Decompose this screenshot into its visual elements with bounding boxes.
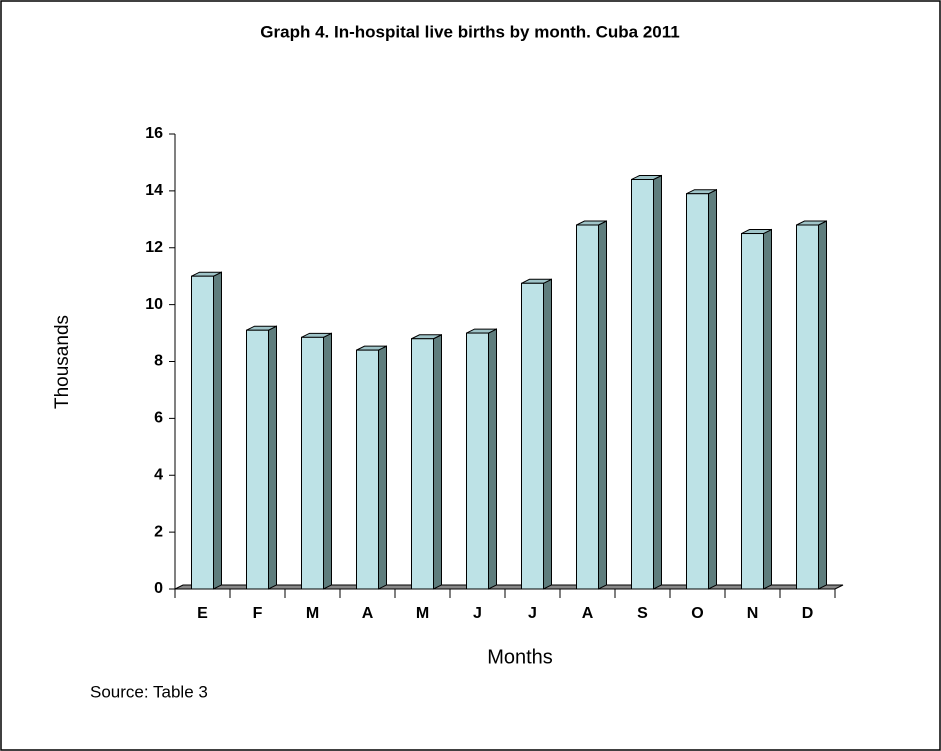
bar-side — [323, 332, 332, 590]
x-tick-label: M — [306, 605, 319, 622]
bar-side — [378, 345, 387, 590]
bar-side — [818, 220, 827, 590]
y-tick-label: 2 — [154, 523, 163, 540]
y-tick-label: 0 — [154, 580, 163, 597]
x-tick-label: A — [582, 605, 594, 622]
bar — [576, 224, 599, 590]
bar-side — [598, 220, 607, 590]
x-tick-label: F — [253, 605, 263, 622]
bar-side — [543, 278, 552, 590]
x-tick-label: M — [416, 605, 429, 622]
x-tick-label: E — [197, 605, 208, 622]
bar-side — [653, 174, 662, 590]
bar-side — [213, 271, 222, 590]
bar — [191, 275, 214, 590]
bar-side — [708, 188, 717, 590]
x-tick-label: N — [747, 605, 759, 622]
x-axis-label: Months — [487, 646, 553, 668]
source-note: Source: Table 3 — [90, 682, 208, 701]
bar — [796, 224, 819, 590]
y-tick-label: 16 — [145, 125, 163, 142]
y-tick-label: 14 — [145, 182, 163, 199]
bar-side — [433, 333, 442, 590]
chart-title: Graph 4. In-hospital live births by mont… — [260, 22, 679, 41]
y-tick-label: 10 — [145, 296, 163, 313]
bar-side — [763, 228, 772, 590]
bar — [466, 332, 489, 590]
bar — [521, 282, 544, 590]
bar — [686, 193, 709, 590]
x-tick-label: D — [802, 605, 814, 622]
bar-side — [488, 328, 497, 590]
bar — [246, 329, 269, 590]
y-tick-label: 6 — [154, 410, 163, 427]
x-tick-label: J — [528, 605, 537, 622]
y-tick-label: 12 — [145, 239, 163, 256]
y-tick-label: 4 — [154, 466, 163, 483]
bar — [301, 336, 324, 590]
bar — [411, 338, 434, 590]
x-tick-label: J — [473, 605, 482, 622]
bar — [631, 179, 654, 590]
y-tick-label: 8 — [154, 353, 163, 370]
x-tick-label: O — [691, 605, 703, 622]
x-tick-label: S — [637, 605, 648, 622]
x-tick-label: A — [362, 605, 374, 622]
bar — [356, 349, 379, 590]
bar-side — [268, 325, 277, 590]
bar — [741, 233, 764, 590]
y-axis-label: Thousands — [52, 315, 73, 409]
